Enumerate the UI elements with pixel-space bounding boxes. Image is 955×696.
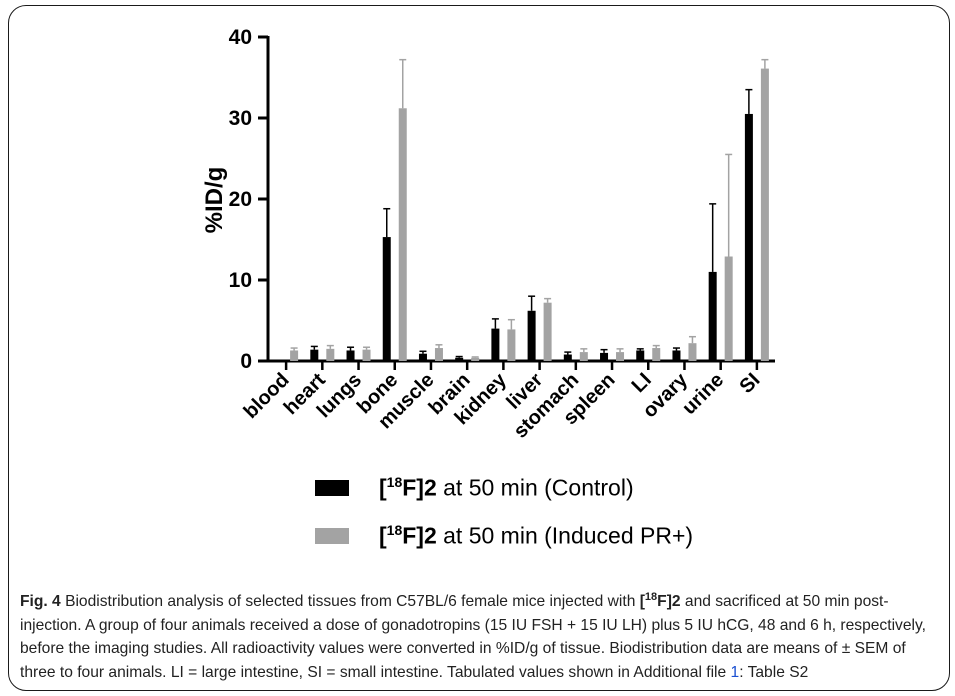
caption-text-3: : Table S2 — [739, 663, 809, 681]
bar-control-li — [636, 350, 645, 361]
bar-induced-lungs — [362, 349, 371, 361]
y-tick-label: 20 — [229, 188, 252, 211]
legend-item-induced: [18F]2 at 50 min (Induced PR+) — [315, 522, 693, 550]
bar-induced-brain — [471, 357, 480, 361]
legend-label-control: [18F]2 at 50 min (Control) — [379, 474, 634, 502]
caption-label: Fig. 4 — [20, 593, 61, 611]
bar-control-brain — [455, 357, 464, 361]
legend-swatch-control — [315, 479, 349, 496]
bar-control-lungs — [346, 350, 355, 361]
legend-item-control: [18F]2 at 50 min (Control) — [315, 474, 634, 502]
bar-induced-spleen — [616, 352, 625, 361]
bar-control-ovary — [672, 350, 681, 361]
y-tick-label: 30 — [229, 107, 252, 130]
bar-induced-kidney — [507, 329, 516, 361]
bar-control-urine — [708, 271, 717, 361]
chart-axes: 010203040bloodheartlungsbonemusclebraink… — [229, 26, 775, 443]
bar-induced-li — [652, 348, 661, 361]
y-axis-label: %ID/g — [201, 167, 228, 234]
bar-induced-bone — [398, 108, 407, 361]
bar-induced-stomach — [579, 352, 588, 361]
bar-control-heart — [310, 349, 319, 361]
figure-frame — [8, 5, 950, 691]
bar-chart: 010203040bloodheartlungsbonemusclebraink… — [201, 26, 775, 443]
bar-induced-si — [760, 68, 769, 361]
bar-control-liver — [527, 310, 536, 361]
legend-induced-isotope: 18 — [386, 522, 403, 538]
x-tick-label-urine: urine — [678, 369, 728, 419]
bar-control-muscle — [418, 353, 427, 361]
y-tick-label: 40 — [229, 26, 252, 49]
bar-induced-liver — [543, 302, 552, 361]
bar-induced-blood — [290, 350, 299, 361]
bar-induced-muscle — [434, 348, 443, 361]
caption-compound-sup: 18 — [644, 591, 658, 603]
caption-text-2: and sacrificed at 50 min post-injection.… — [20, 593, 926, 681]
legend-control-compound: F]2 — [402, 474, 437, 501]
bar-control-bone — [382, 237, 391, 361]
caption-text-1: Biodistribution analysis of selected tis… — [60, 593, 640, 611]
bar-induced-urine — [724, 256, 733, 361]
caption-compound-pre: [ — [639, 593, 645, 611]
x-tick-label-si: SI — [736, 369, 765, 398]
x-tick-label-blood: blood — [240, 369, 294, 423]
legend-control-isotope: 18 — [386, 474, 403, 490]
legend-swatch-induced — [315, 527, 349, 544]
additional-file-link[interactable]: 1 — [730, 663, 740, 681]
y-tick-label: 0 — [240, 350, 252, 373]
caption-compound-post: F]2 — [657, 593, 681, 611]
chart-bars — [290, 58, 769, 361]
bar-control-stomach — [563, 354, 572, 361]
legend-control-text: at 50 min (Control) — [436, 474, 634, 501]
bar-control-spleen — [600, 352, 609, 361]
bar-control-kidney — [491, 328, 500, 361]
legend-induced-text: at 50 min (Induced PR+) — [436, 522, 694, 549]
figure-caption: Fig. 4 Biodistribution analysis of selec… — [20, 586, 935, 684]
legend-control-bracket: [ — [379, 474, 387, 501]
bar-induced-ovary — [688, 343, 697, 361]
legend-induced-compound: F]2 — [402, 522, 437, 549]
legend-induced-bracket: [ — [379, 522, 387, 549]
legend-label-induced: [18F]2 at 50 min (Induced PR+) — [379, 522, 693, 550]
y-tick-label: 10 — [229, 269, 252, 292]
bar-control-si — [744, 113, 753, 361]
bar-induced-heart — [326, 348, 335, 361]
